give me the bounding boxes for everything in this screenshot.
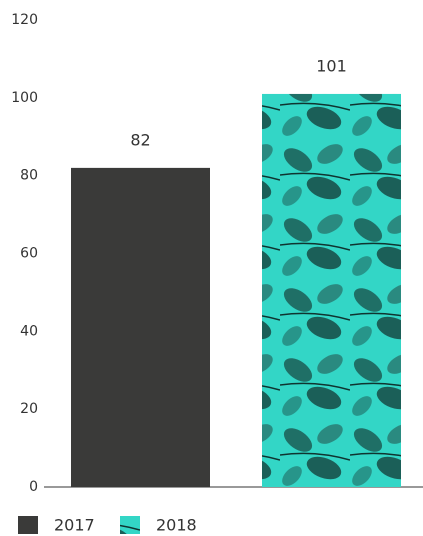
y-tick-label: 40 [20,323,38,339]
value-label: 82 [130,130,150,149]
legend-swatch [120,516,140,534]
legend-swatch [18,516,38,534]
legend-label: 2017 [54,516,95,535]
value-label: 101 [316,56,347,75]
bar [262,93,401,488]
legend-label: 2018 [156,516,197,535]
y-tick-label: 20 [20,401,38,417]
bar [71,167,210,487]
y-tick-label: 120 [11,12,38,28]
y-tick-label: 100 [11,90,38,106]
y-tick-label: 80 [20,168,38,184]
y-tick-label: 60 [20,246,38,262]
y-tick-label: 0 [29,479,38,495]
